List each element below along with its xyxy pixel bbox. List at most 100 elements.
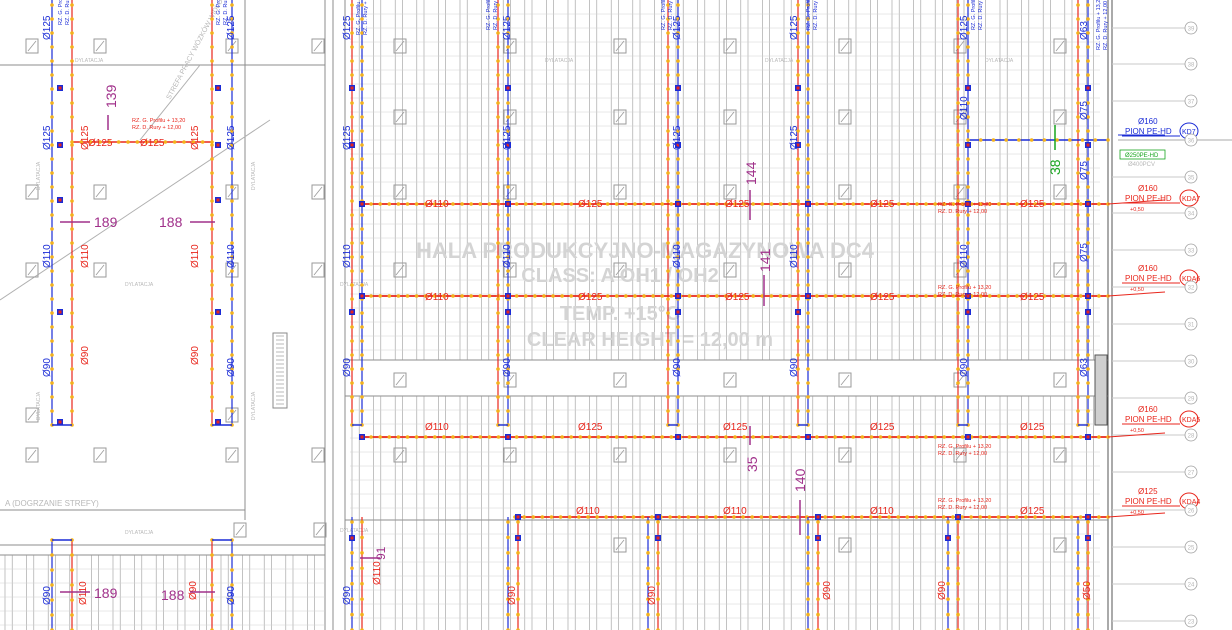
pipe-hanger bbox=[633, 435, 637, 439]
elevation-note-top: RZ. G. Profilu + 13,20 bbox=[132, 118, 185, 124]
pipe-hanger bbox=[878, 435, 883, 439]
pipe-hanger bbox=[1017, 138, 1021, 142]
pipe-hanger bbox=[896, 202, 901, 206]
pipe-hanger bbox=[1097, 202, 1101, 206]
pipe-hanger bbox=[896, 294, 901, 298]
pipe-hanger bbox=[1076, 566, 1080, 571]
pipe-hanger bbox=[230, 227, 234, 231]
pipe-hanger bbox=[496, 435, 501, 439]
pipe-hanger bbox=[496, 241, 500, 245]
pipe-hanger bbox=[496, 73, 500, 77]
pipe-hanger bbox=[924, 435, 928, 439]
joint-label-9: DYLATACJA bbox=[251, 391, 257, 420]
pipe-hanger bbox=[50, 297, 54, 301]
pipe-hanger bbox=[350, 45, 354, 49]
elevation-note-bottom: RZ. D. Rury + 12,00 bbox=[978, 0, 984, 30]
pipe-fitting-core bbox=[796, 143, 800, 147]
pipe-hanger bbox=[50, 31, 54, 35]
pipe-hanger bbox=[210, 367, 214, 371]
pipe-hanger bbox=[230, 311, 234, 315]
pipe-hanger bbox=[966, 3, 970, 7]
dim-189b: 189 bbox=[94, 585, 118, 601]
pipe-hanger bbox=[1076, 213, 1080, 217]
pipe-hanger bbox=[50, 339, 54, 343]
column-symbol bbox=[613, 262, 627, 278]
vertical-pipe-label: Ø110 bbox=[342, 244, 353, 268]
pipe-hanger bbox=[1076, 612, 1080, 617]
axis-bubble bbox=[1184, 21, 1198, 35]
pipe-hanger bbox=[614, 294, 619, 298]
pipe-hanger bbox=[350, 566, 354, 571]
pipe-hanger bbox=[1086, 73, 1090, 77]
pipe-hanger bbox=[914, 515, 919, 519]
column-symbol bbox=[953, 447, 967, 463]
pipe-hanger bbox=[70, 297, 74, 301]
column-symbol-diag bbox=[27, 449, 37, 461]
pipe-hanger bbox=[796, 45, 800, 49]
pipe-hanger bbox=[230, 339, 234, 343]
pipe-hanger bbox=[360, 353, 364, 357]
axis-label: 26 bbox=[1188, 509, 1195, 515]
pipe-hanger bbox=[70, 199, 74, 203]
pipe-hanger bbox=[350, 612, 354, 617]
pipe-hanger bbox=[496, 367, 500, 371]
pipe-hanger bbox=[778, 202, 783, 206]
pipe-hanger bbox=[496, 157, 500, 161]
pipe-hanger bbox=[1076, 597, 1080, 601]
pipe-hanger bbox=[806, 129, 810, 133]
pipe-hanger bbox=[1076, 395, 1080, 399]
pipe-hanger bbox=[210, 255, 214, 259]
pipe-hanger bbox=[1042, 202, 1047, 206]
column-symbol bbox=[393, 184, 407, 200]
column-symbol bbox=[723, 372, 737, 388]
pipe-hanger bbox=[1076, 339, 1080, 343]
pipe-hanger bbox=[172, 140, 177, 144]
pipe-hanger bbox=[514, 294, 519, 298]
pipe-hanger bbox=[230, 297, 234, 301]
dim-140: 140 bbox=[792, 468, 808, 492]
pipe-hanger bbox=[360, 241, 364, 245]
pipe-hanger bbox=[1086, 17, 1090, 21]
pipe-hanger bbox=[1078, 202, 1083, 206]
pipe-hanger bbox=[951, 294, 956, 298]
pipe-fitting-core bbox=[1086, 202, 1090, 206]
pipe-hanger bbox=[666, 101, 670, 105]
pipe-hanger bbox=[946, 566, 950, 571]
pipe-hanger bbox=[666, 213, 670, 217]
pipe-hanger bbox=[1086, 612, 1090, 617]
pipe-hanger bbox=[230, 129, 234, 133]
column-symbol-diag bbox=[725, 374, 735, 386]
column-symbol bbox=[25, 407, 39, 423]
pipe-hanger bbox=[676, 269, 680, 273]
pipe-hanger bbox=[1060, 435, 1065, 439]
pipe-hanger bbox=[350, 227, 354, 231]
pipe-hanger bbox=[796, 17, 800, 21]
pipe-hanger bbox=[360, 566, 364, 571]
column-symbol bbox=[953, 184, 967, 200]
pipe-hanger bbox=[997, 435, 1001, 439]
column-symbol-diag bbox=[95, 186, 105, 198]
elevation-note-bottom: RZ. D. Rury + 12,00 bbox=[938, 209, 987, 215]
pipe-hanger bbox=[360, 45, 364, 49]
pipe-fitting-core bbox=[1086, 515, 1090, 519]
column-symbol bbox=[838, 447, 852, 463]
pipe-hanger bbox=[1076, 73, 1080, 77]
column-symbol bbox=[1053, 447, 1067, 463]
pipe-hanger bbox=[1078, 294, 1083, 298]
pipe-hanger bbox=[1076, 143, 1080, 147]
pipe-hanger bbox=[759, 515, 764, 519]
pipe-hanger bbox=[851, 435, 856, 439]
pipe-hanger bbox=[806, 213, 810, 217]
pipe-hanger bbox=[956, 566, 960, 571]
pipe-hanger bbox=[423, 202, 428, 206]
pipe-hanger bbox=[796, 269, 800, 273]
column-symbol bbox=[1053, 109, 1067, 125]
pipe-hanger bbox=[824, 202, 828, 206]
riser-diameter: Ø160 bbox=[1138, 117, 1158, 126]
pipe-hanger bbox=[741, 515, 745, 519]
pipe-hanger bbox=[1086, 520, 1090, 524]
pipe-hanger bbox=[210, 353, 214, 357]
pipe-hanger bbox=[506, 381, 510, 385]
vertical-pipe-label: Ø125 bbox=[226, 15, 237, 40]
pipe-hanger bbox=[796, 171, 800, 175]
